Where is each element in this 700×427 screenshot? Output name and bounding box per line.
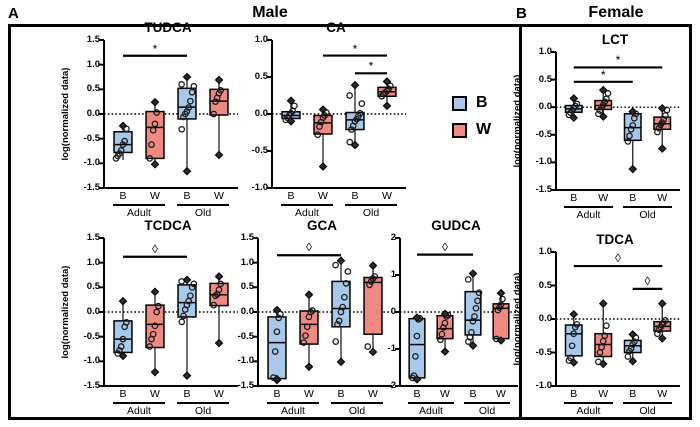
panel-letter-b: B bbox=[516, 5, 527, 22]
figure-frame bbox=[8, 24, 692, 420]
legend-item-b: B bbox=[452, 95, 488, 111]
panel-divider bbox=[519, 24, 522, 420]
legend-label-w: W bbox=[476, 121, 492, 138]
panel-title-male: Male bbox=[252, 4, 288, 21]
legend-swatch-w bbox=[452, 122, 467, 138]
panel-letter-a: A bbox=[8, 5, 19, 22]
legend-item-w: W bbox=[452, 122, 491, 138]
legend-swatch-b bbox=[452, 95, 467, 111]
legend-label-b: B bbox=[476, 94, 488, 111]
panel-title-female: Female bbox=[588, 4, 644, 21]
